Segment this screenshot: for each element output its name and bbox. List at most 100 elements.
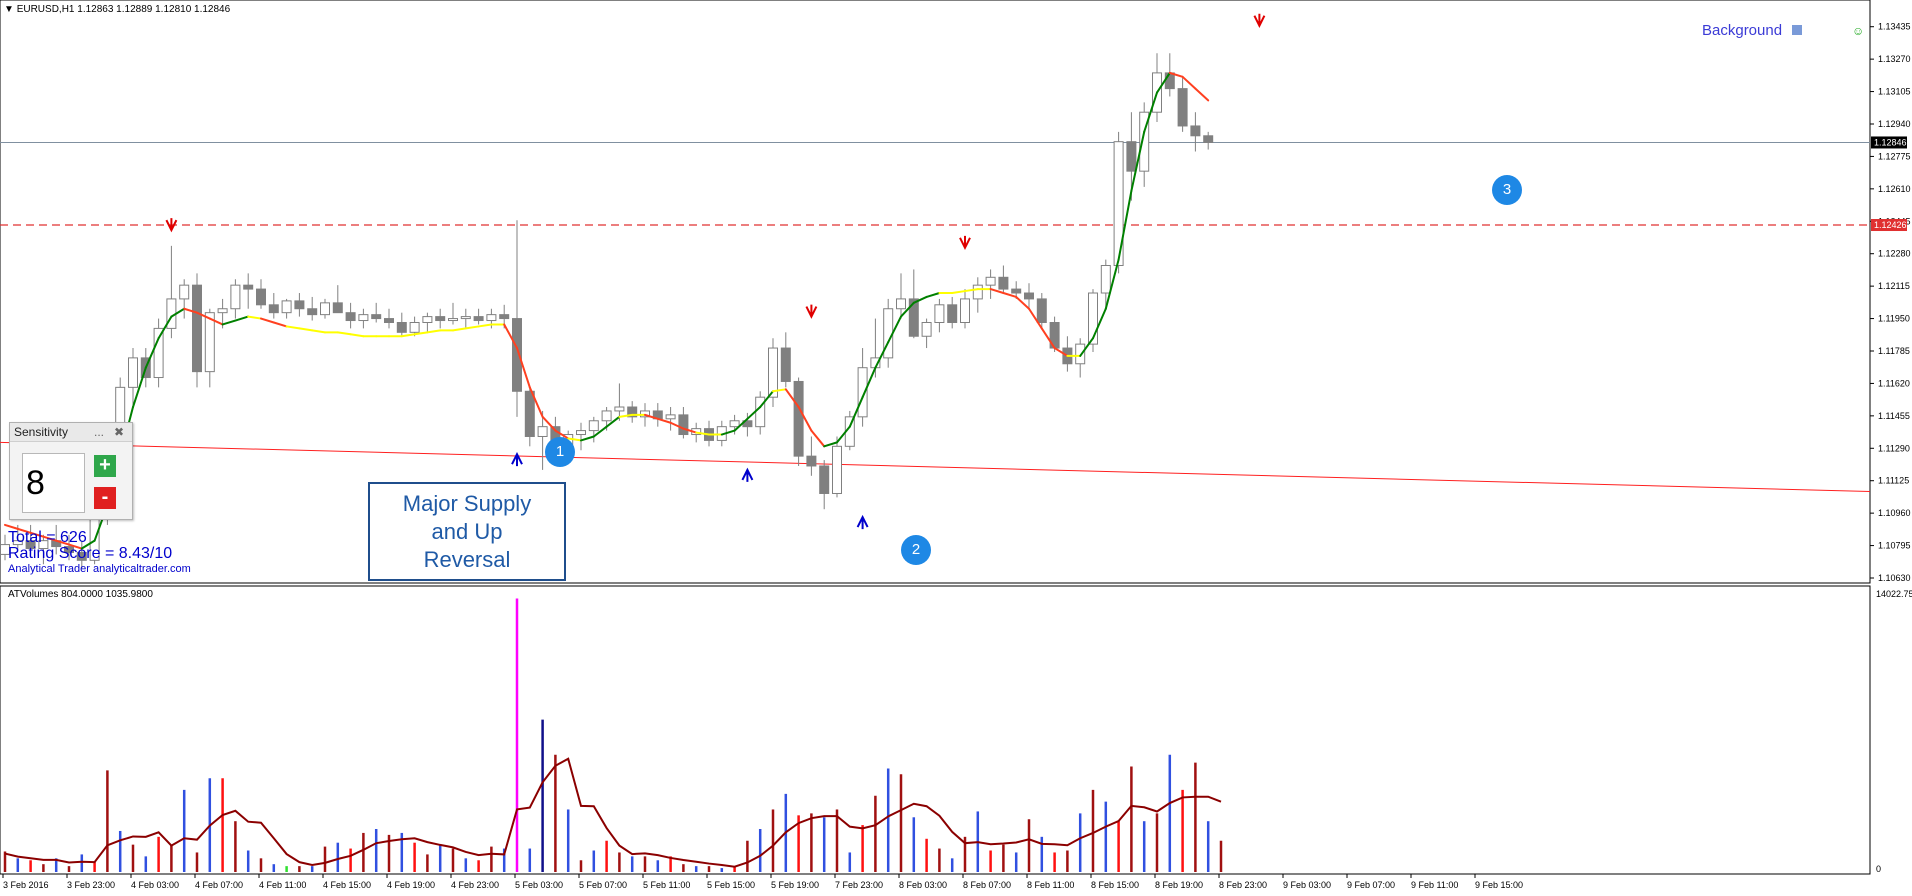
ma-segment <box>311 329 326 334</box>
candle <box>665 407 676 431</box>
candle <box>998 265 1009 294</box>
current-price-tag <box>1871 136 1907 149</box>
ma-segment <box>80 539 96 550</box>
background-toggle[interactable]: Background <box>1702 22 1803 39</box>
time-tick-label: 5 Feb 07:00 <box>579 880 627 890</box>
candle-body <box>371 314 382 320</box>
candle-body <box>614 406 625 412</box>
price-tick-label: 1.13270 <box>1878 54 1911 64</box>
ma-segment <box>1015 295 1030 310</box>
ma-segment <box>541 415 557 432</box>
candle-body <box>512 318 522 392</box>
candle <box>537 410 548 470</box>
ma-segment <box>644 413 659 420</box>
candle-body <box>409 321 420 333</box>
candle-body <box>1036 298 1047 323</box>
candle-body <box>281 300 292 314</box>
candle-body <box>524 390 535 437</box>
candle-body <box>217 308 228 314</box>
ma-segment <box>413 331 429 336</box>
candle <box>1203 131 1214 150</box>
annotation-box: Major Supply and Up Reversal <box>368 482 566 581</box>
candle <box>896 273 906 319</box>
candle <box>1075 338 1086 378</box>
up-arrow-icon <box>511 451 523 467</box>
candle <box>422 312 433 333</box>
sensitivity-panel[interactable]: Sensitivity ... ✖ 8 + - <box>9 422 133 520</box>
price-tick-label: 1.13105 <box>1878 87 1911 97</box>
total-count: Total = 626 <box>8 529 87 546</box>
increase-button[interactable]: + <box>94 455 116 477</box>
time-tick-label: 8 Feb 03:00 <box>899 880 947 890</box>
candle-body <box>934 304 945 323</box>
candle-body <box>857 367 868 418</box>
resistance-price-tag <box>1871 219 1907 232</box>
candle <box>473 308 484 325</box>
candle-body <box>729 420 740 428</box>
price-tick-label: 1.12775 <box>1878 151 1911 161</box>
ma-segment <box>285 325 301 330</box>
candle <box>576 422 586 451</box>
price-tick-label: 1.11290 <box>1878 443 1910 453</box>
price-tick-label: 1.11785 <box>1878 346 1910 356</box>
decrease-button[interactable]: - <box>94 487 116 509</box>
candle <box>921 318 932 349</box>
candle <box>153 318 164 388</box>
candle-body <box>998 276 1009 290</box>
candle <box>371 302 382 323</box>
ma-segment <box>272 321 288 328</box>
resistance-price-label: 1.12426 <box>1874 220 1907 230</box>
candle-body <box>806 455 817 467</box>
menu-triangle-icon[interactable]: ▼ <box>4 4 14 15</box>
candle <box>230 279 241 319</box>
ma-segment <box>234 315 250 322</box>
ma-segment <box>823 441 838 448</box>
candle <box>614 383 625 421</box>
candle-body <box>345 312 356 322</box>
ma-segment <box>836 425 851 444</box>
candle-body <box>601 410 612 422</box>
candle <box>64 534 74 561</box>
ma-segment <box>900 301 915 318</box>
brand-link[interactable]: Analytical Trader analyticaltrader.com <box>8 563 191 575</box>
ma-segment <box>772 388 787 393</box>
current-price-label: 1.12846 <box>1874 137 1907 147</box>
ma-segment <box>196 311 211 320</box>
ma-segment <box>336 331 352 336</box>
time-tick-label: 4 Feb 11:00 <box>259 880 306 890</box>
ma-segment <box>68 543 83 550</box>
time-tick-label: 4 Feb 03:00 <box>131 880 179 890</box>
time-tick-label: 4 Feb 23:00 <box>451 880 499 890</box>
background-label: Background <box>1702 22 1783 39</box>
ma-segment <box>1092 307 1107 340</box>
sensitivity-title-bar[interactable]: Sensitivity ... ✖ <box>10 423 132 442</box>
ma-segment <box>1156 71 1171 94</box>
candle-body <box>1139 111 1150 172</box>
down-arrow-icon <box>1253 13 1266 28</box>
ma-segment <box>656 417 672 424</box>
ma-segment <box>221 319 237 326</box>
candle <box>384 308 394 329</box>
candle <box>409 316 420 337</box>
sensitivity-value[interactable]: 8 <box>22 453 85 513</box>
annotation-line-3: Reversal <box>423 546 511 572</box>
ma-segment <box>1143 91 1158 133</box>
candle-body <box>1113 141 1124 267</box>
ma-segment <box>170 307 186 318</box>
candle <box>947 296 958 329</box>
time-tick-label: 9 Feb 07:00 <box>1347 880 1395 890</box>
badge-3: 3 <box>1492 175 1522 205</box>
candle-body <box>0 544 10 555</box>
candle-body <box>1126 141 1137 172</box>
ma-segment <box>567 437 582 442</box>
ma-segment <box>1104 258 1120 310</box>
trend-line[interactable] <box>0 441 1871 493</box>
candle <box>448 302 458 325</box>
candle-body <box>435 316 446 322</box>
candle-body <box>243 284 254 290</box>
minimize-button[interactable]: ... <box>94 425 105 439</box>
close-icon[interactable]: ✖ <box>114 425 125 439</box>
candle-body <box>460 316 471 320</box>
candle-body <box>985 276 996 286</box>
